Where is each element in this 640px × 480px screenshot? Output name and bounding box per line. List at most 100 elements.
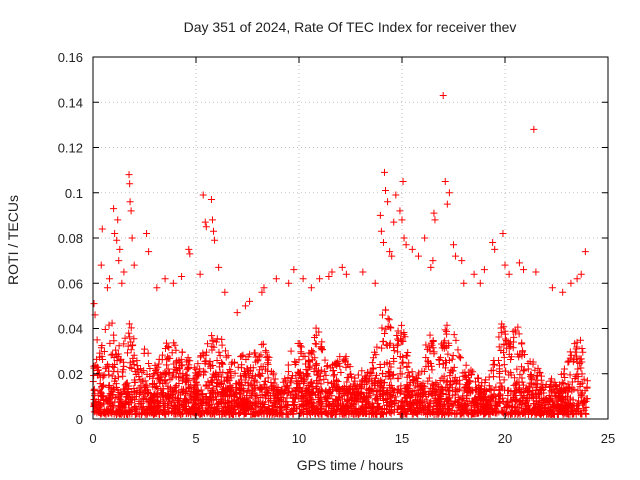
data-point: [382, 372, 390, 380]
data-point: [295, 389, 303, 397]
data-point: [115, 257, 123, 265]
data-point: [485, 382, 493, 390]
data-point: [368, 377, 376, 385]
data-point: [369, 364, 377, 372]
data-point: [474, 409, 482, 417]
data-point: [246, 350, 254, 358]
data-point: [174, 396, 182, 404]
data-point: [369, 409, 377, 417]
data-point: [322, 387, 330, 395]
data-point: [252, 353, 260, 361]
data-point: [200, 371, 208, 379]
data-point: [424, 377, 432, 385]
data-point: [314, 409, 322, 417]
data-point: [394, 335, 402, 343]
data-point: [299, 352, 307, 360]
data-point: [126, 198, 134, 206]
data-point: [405, 359, 413, 367]
data-point: [323, 410, 331, 418]
data-point: [317, 386, 325, 394]
data-point: [574, 387, 582, 395]
data-point: [190, 364, 198, 372]
data-point: [462, 401, 470, 409]
data-point: [531, 366, 539, 374]
data-point: [130, 404, 138, 412]
data-point: [256, 394, 264, 402]
data-point: [202, 223, 210, 231]
data-point: [374, 386, 382, 394]
data-point: [198, 400, 206, 408]
data-point: [563, 400, 571, 408]
data-point: [101, 326, 109, 334]
data-point: [336, 362, 344, 370]
data-point: [145, 248, 153, 256]
data-point: [447, 377, 455, 385]
data-point: [219, 385, 227, 393]
data-point: [208, 373, 216, 381]
data-point: [264, 360, 272, 368]
data-point: [359, 394, 367, 402]
data-point: [279, 378, 287, 386]
data-point: [582, 409, 590, 417]
data-point: [543, 396, 551, 404]
data-point: [574, 365, 582, 373]
data-point: [495, 333, 503, 341]
data-point: [109, 350, 117, 358]
data-point: [107, 351, 115, 359]
data-point: [208, 378, 216, 386]
data-point: [452, 252, 460, 260]
data-point: [100, 347, 108, 355]
data-point: [400, 328, 408, 336]
data-point: [103, 284, 111, 292]
data-point: [388, 252, 396, 260]
data-point: [471, 378, 479, 386]
data-point: [123, 349, 131, 357]
data-point: [380, 168, 388, 176]
data-point: [441, 326, 449, 334]
data-point: [520, 366, 528, 374]
data-point: [368, 387, 376, 395]
data-point: [232, 384, 240, 392]
data-point: [529, 360, 537, 368]
data-point: [500, 376, 508, 384]
data-point: [196, 270, 204, 278]
data-point: [376, 211, 384, 219]
data-point: [138, 403, 146, 411]
axis-ticks: [92, 56, 609, 420]
data-point: [454, 393, 462, 401]
data-point: [401, 385, 409, 393]
data-point: [233, 309, 241, 317]
data-point: [153, 410, 161, 418]
data-point: [153, 393, 161, 401]
data-point: [149, 381, 157, 389]
data-point: [501, 335, 509, 343]
data-point: [235, 378, 243, 386]
data-point: [299, 407, 307, 415]
data-point: [503, 409, 511, 417]
data-point: [514, 323, 522, 331]
data-point: [439, 401, 447, 409]
data-point: [234, 363, 242, 371]
data-point: [392, 397, 400, 405]
data-point: [373, 343, 381, 351]
data-point: [439, 91, 447, 99]
data-point: [351, 406, 359, 414]
data-point: [212, 395, 220, 403]
data-point: [450, 331, 458, 339]
data-point: [569, 396, 577, 404]
data-point: [470, 270, 478, 278]
data-point: [289, 407, 297, 415]
data-point: [512, 407, 520, 415]
data-point: [217, 373, 225, 381]
data-point: [228, 358, 236, 366]
data-point: [511, 374, 519, 382]
data-point: [142, 395, 150, 403]
data-point: [172, 366, 180, 374]
data-point: [209, 336, 217, 344]
data-point: [268, 384, 276, 392]
data-point: [370, 402, 378, 410]
data-point: [105, 381, 113, 389]
data-point: [265, 395, 273, 403]
data-point: [440, 400, 448, 408]
data-point: [129, 354, 137, 362]
